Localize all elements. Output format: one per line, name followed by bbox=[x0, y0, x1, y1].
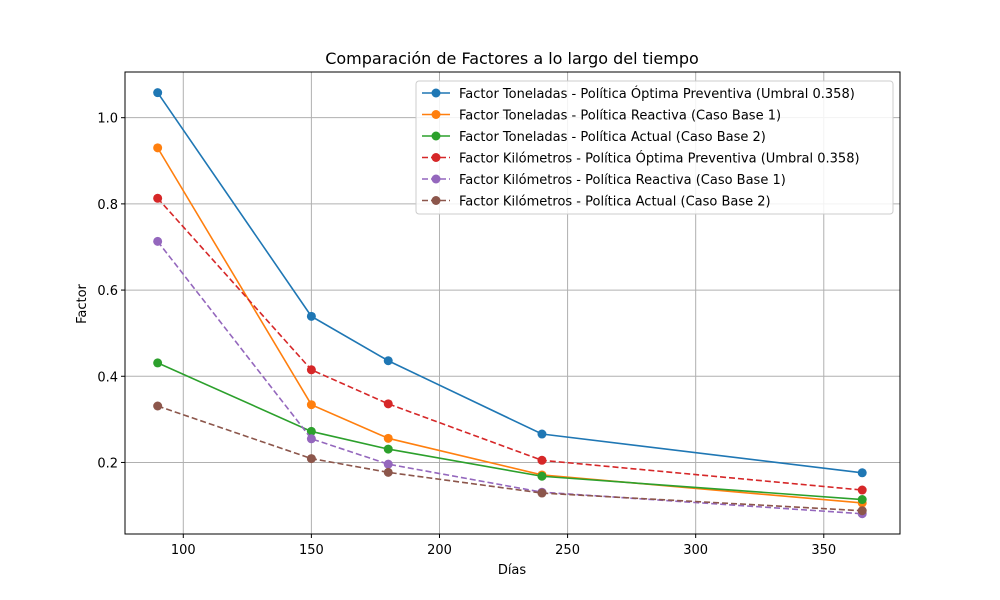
data-point bbox=[857, 506, 867, 516]
legend-item: Factor Toneladas - Política Óptima Preve… bbox=[422, 86, 855, 102]
legend-item: Factor Kilómetros - Política Reactiva (C… bbox=[422, 173, 786, 188]
data-point bbox=[306, 434, 316, 444]
data-point bbox=[857, 495, 867, 505]
data-point bbox=[306, 426, 316, 436]
data-point bbox=[857, 468, 867, 478]
series-6 bbox=[153, 401, 867, 516]
legend-label: Factor Toneladas - Política Óptima Preve… bbox=[459, 86, 855, 102]
data-point bbox=[153, 88, 163, 98]
legend-swatch-marker bbox=[431, 196, 441, 205]
legend-swatch-marker bbox=[431, 110, 441, 119]
data-point bbox=[153, 193, 163, 203]
legend-box bbox=[415, 80, 894, 215]
y-tick-label: 0.6 bbox=[97, 284, 118, 299]
data-point bbox=[537, 488, 547, 498]
plot-frame bbox=[124, 71, 901, 535]
series-4 bbox=[153, 193, 867, 495]
y-tick-label: 0.4 bbox=[97, 370, 118, 385]
legend-label: Factor Toneladas - Política Actual (Caso… bbox=[459, 130, 766, 145]
chart-title: Comparación de Factores a lo largo del t… bbox=[325, 49, 699, 68]
series-1 bbox=[153, 88, 867, 478]
legend-swatch-marker bbox=[431, 131, 441, 141]
series-line bbox=[157, 362, 863, 501]
series-line bbox=[157, 405, 863, 512]
data-point bbox=[306, 311, 316, 321]
x-axis-label: Días bbox=[498, 563, 527, 578]
data-point bbox=[383, 433, 393, 443]
legend-item: Factor Toneladas - Política Actual (Caso… bbox=[422, 130, 766, 145]
legend-swatch-marker bbox=[431, 88, 441, 98]
legend-label: Factor Kilómetros - Política Óptima Prev… bbox=[459, 151, 860, 167]
legend-item: Factor Toneladas - Política Reactiva (Ca… bbox=[422, 109, 781, 124]
legend-item: Factor Kilómetros - Política Óptima Prev… bbox=[422, 151, 860, 167]
data-point bbox=[153, 143, 163, 153]
legend-swatch-marker bbox=[431, 153, 441, 162]
data-point bbox=[537, 455, 547, 465]
data-point bbox=[383, 399, 393, 409]
legend-item: Factor Kilómetros - Política Actual (Cas… bbox=[422, 195, 771, 210]
series-line bbox=[157, 240, 863, 515]
data-point bbox=[153, 236, 163, 246]
legend-label: Factor Kilómetros - Política Actual (Cas… bbox=[459, 195, 771, 210]
series-layer bbox=[153, 88, 867, 519]
x-tick-label: 350 bbox=[811, 543, 836, 558]
series-5 bbox=[153, 236, 867, 519]
series-line bbox=[157, 197, 863, 491]
data-point bbox=[383, 444, 393, 454]
data-point bbox=[306, 454, 316, 464]
y-tick-label: 1.0 bbox=[97, 112, 118, 127]
data-point bbox=[537, 471, 547, 481]
legend-swatch-marker bbox=[431, 174, 441, 184]
data-point bbox=[306, 365, 316, 375]
data-point bbox=[153, 358, 163, 368]
x-tick-label: 100 bbox=[171, 543, 196, 558]
x-tick-label: 250 bbox=[555, 543, 580, 558]
legend: Factor Toneladas - Política Óptima Preve… bbox=[415, 80, 894, 215]
data-point bbox=[306, 400, 316, 410]
y-tick-label: 0.2 bbox=[97, 456, 118, 471]
data-point bbox=[383, 459, 393, 469]
y-axis-label: Factor bbox=[75, 283, 90, 323]
data-point bbox=[383, 356, 393, 366]
axis-ticks: 100 150 200 250 300 350 0.2 0.4 0.6 0.8 1.0 bbox=[97, 112, 836, 558]
data-point bbox=[383, 467, 393, 477]
x-tick-label: 200 bbox=[427, 543, 452, 558]
data-point bbox=[857, 485, 867, 495]
data-point bbox=[153, 401, 163, 411]
series-3 bbox=[153, 358, 867, 505]
legend-label: Factor Kilómetros - Política Reactiva (C… bbox=[459, 173, 786, 188]
y-tick-label: 0.8 bbox=[97, 198, 118, 213]
legend-label: Factor Toneladas - Política Reactiva (Ca… bbox=[459, 109, 781, 124]
data-point bbox=[537, 429, 547, 439]
x-tick-label: 150 bbox=[299, 543, 324, 558]
x-tick-label: 300 bbox=[683, 543, 708, 558]
